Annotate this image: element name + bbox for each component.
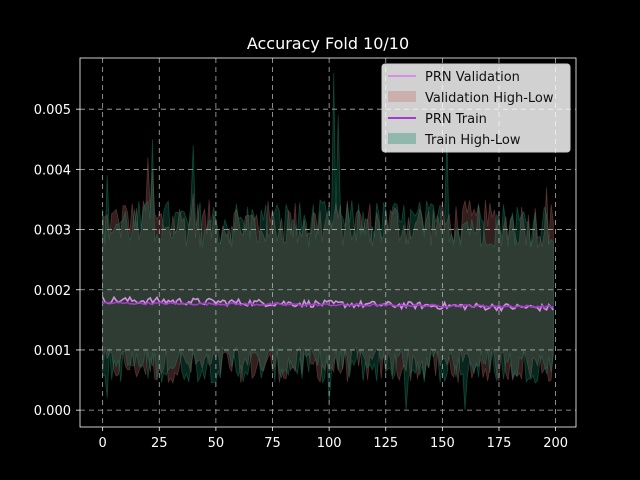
x-tick-label: 125: [373, 436, 398, 451]
y-tick-label: 0.003: [34, 224, 71, 239]
legend-box: [381, 63, 571, 153]
y-tick-label: 0.001: [34, 344, 71, 359]
chart-title: Accuracy Fold 10/10: [247, 34, 409, 53]
legend-label: Train High-Low: [424, 133, 521, 148]
legend-swatch-band: [388, 91, 416, 102]
y-tick-label: 0.000: [34, 404, 71, 419]
y-tick-label: 0.004: [34, 163, 71, 178]
x-tick-label: 25: [151, 436, 168, 451]
train-high-low-band: [102, 72, 554, 411]
y-tick-label: 0.005: [34, 103, 71, 118]
y-tick-label: 0.002: [34, 284, 71, 299]
x-tick-label: 175: [487, 436, 512, 451]
x-tick-label: 150: [430, 436, 455, 451]
prn-train-line: [102, 301, 554, 309]
x-tick-label: 50: [208, 436, 225, 451]
legend-swatch-band: [388, 133, 416, 144]
x-tick-label: 75: [264, 436, 281, 451]
x-tick-label: 0: [99, 436, 107, 451]
validation-high-low-band: [102, 157, 554, 385]
legend-label: PRN Validation: [425, 70, 520, 85]
legend-label: PRN Train: [425, 112, 487, 127]
legend: PRN Validation Validation High-Low PRN Tra…: [381, 63, 571, 153]
legend-label: Validation High-Low: [425, 91, 554, 106]
x-tick-label: 200: [543, 436, 568, 451]
axes-frame: [79, 57, 577, 428]
x-tick-label: 100: [317, 436, 342, 451]
